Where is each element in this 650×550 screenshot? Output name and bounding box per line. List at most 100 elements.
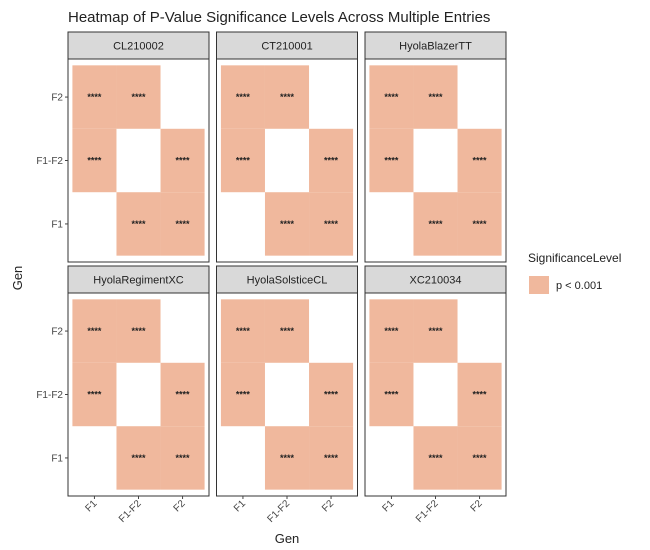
heatmap-cell	[160, 362, 205, 427]
heatmap-cell	[220, 362, 265, 427]
heatmap-cell	[116, 299, 161, 363]
heatmap-cell	[220, 128, 265, 193]
cell-significance-label: ****	[384, 326, 399, 336]
cell-significance-label: ****	[87, 92, 102, 102]
heatmap-cell	[309, 192, 354, 256]
facet-strip-label: XC210034	[410, 275, 462, 287]
facet-strip	[216, 265, 358, 294]
heatmap-cell	[457, 192, 502, 256]
facet-strip-label: HyolaRegimentXC	[93, 275, 184, 287]
heatmap-cell	[116, 426, 161, 490]
cell-significance-label: ****	[324, 156, 339, 166]
facet-strip-label: HyolaSolsticeCL	[247, 275, 328, 287]
legend-title: SignificanceLevel	[528, 251, 621, 265]
cell-significance-label: ****	[324, 219, 339, 229]
heatmap-cell	[72, 299, 117, 363]
cell-significance-label: ****	[428, 326, 443, 336]
cell-significance-label: ****	[176, 219, 191, 229]
cell-significance-label: ****	[428, 453, 443, 463]
cell-significance-label: ****	[384, 92, 399, 102]
heatmap-cell	[457, 426, 502, 490]
facet-panels: CL210002 **** **** **** **** **** **** F1 F1-F2 F…	[36, 31, 507, 525]
cell-significance-label: ****	[87, 390, 102, 400]
heatmap-cell	[457, 362, 502, 427]
cell-significance-label: ****	[87, 326, 102, 336]
facet-panel: CT210001 **** **** **** **** **** ****	[216, 31, 358, 263]
heatmap-cell	[72, 128, 117, 193]
heatmap-cell	[72, 362, 117, 427]
heatmap-cell	[309, 128, 354, 193]
facet-strip	[216, 31, 358, 60]
x-tick-label: F1	[232, 498, 248, 514]
cell-significance-label: ****	[384, 390, 399, 400]
heatmap-cell	[369, 299, 414, 363]
cell-significance-label: ****	[131, 92, 146, 102]
x-tick-label: F1-F2	[414, 498, 441, 525]
heatmap-cell	[369, 362, 414, 427]
heatmap-cell	[413, 426, 458, 490]
heatmap-cell	[264, 65, 310, 129]
heatmap-cell	[72, 65, 117, 129]
legend: SignificanceLevel p < 0.001	[528, 251, 621, 294]
heatmap-cell	[160, 192, 205, 256]
y-tick-label: F1	[51, 453, 63, 464]
x-tick-label: F2	[320, 498, 336, 514]
legend-label: p < 0.001	[556, 280, 602, 292]
facet-panel: XC210034 **** **** **** **** **** **** F1 F1-F2 F…	[364, 265, 507, 525]
cell-significance-label: ****	[324, 390, 339, 400]
heatmap-cell	[309, 426, 354, 490]
x-tick-label: F1	[84, 498, 100, 514]
heatmap-cell	[413, 192, 458, 256]
cell-significance-label: ****	[176, 390, 191, 400]
cell-significance-label: ****	[473, 156, 488, 166]
heatmap-cell	[369, 128, 414, 193]
panel-border	[216, 58, 358, 263]
cell-significance-label: ****	[236, 156, 251, 166]
cell-significance-label: ****	[176, 453, 191, 463]
cell-significance-label: ****	[324, 453, 339, 463]
facet-strip-label: HyolaBlazerTT	[399, 41, 472, 53]
facet-panel: HyolaBlazerTT **** **** **** **** **** ****	[364, 31, 507, 263]
facet-strip	[67, 265, 210, 294]
facet-strip-label: CL210002	[113, 41, 164, 53]
heatmap-cell	[160, 426, 205, 490]
heatmap-cell	[369, 65, 414, 129]
facet-panel: CL210002 **** **** **** **** **** **** F1 F1-F2 F…	[36, 31, 210, 263]
panel-border	[364, 58, 507, 263]
cell-significance-label: ****	[176, 156, 191, 166]
chart-title: Heatmap of P-Value Significance Levels A…	[68, 9, 490, 26]
cell-significance-label: ****	[131, 219, 146, 229]
heatmap-cell	[413, 299, 458, 363]
x-axis-title: Gen	[275, 531, 300, 546]
y-tick-label: F2	[51, 93, 63, 104]
y-tick-label: F1-F2	[36, 156, 63, 167]
y-axis-title: Gen	[10, 266, 25, 291]
heatmap-cell	[264, 299, 310, 363]
x-tick-label: F1	[381, 498, 397, 514]
legend-swatch	[529, 276, 549, 294]
heatmap-cell	[264, 192, 310, 256]
cell-significance-label: ****	[473, 390, 488, 400]
cell-significance-label: ****	[131, 326, 146, 336]
heatmap-cell	[309, 362, 354, 427]
cell-significance-label: ****	[280, 326, 295, 336]
cell-significance-label: ****	[87, 156, 102, 166]
cell-significance-label: ****	[236, 326, 251, 336]
cell-significance-label: ****	[473, 219, 488, 229]
cell-significance-label: ****	[236, 92, 251, 102]
heatmap-cell	[220, 65, 265, 129]
cell-significance-label: ****	[236, 390, 251, 400]
cell-significance-label: ****	[384, 156, 399, 166]
facet-strip	[364, 31, 507, 60]
facet-strip-label: CT210001	[261, 41, 312, 53]
x-tick-label: F2	[469, 498, 485, 514]
x-tick-label: F1-F2	[265, 498, 292, 525]
y-tick-label: F1	[51, 219, 63, 230]
facet-panel: HyolaSolsticeCL **** **** **** **** **** **** F…	[216, 265, 358, 525]
cell-significance-label: ****	[280, 92, 295, 102]
x-tick-label: F1-F2	[117, 498, 144, 525]
cell-significance-label: ****	[473, 453, 488, 463]
facet-strip	[67, 31, 210, 60]
cell-significance-label: ****	[280, 219, 295, 229]
